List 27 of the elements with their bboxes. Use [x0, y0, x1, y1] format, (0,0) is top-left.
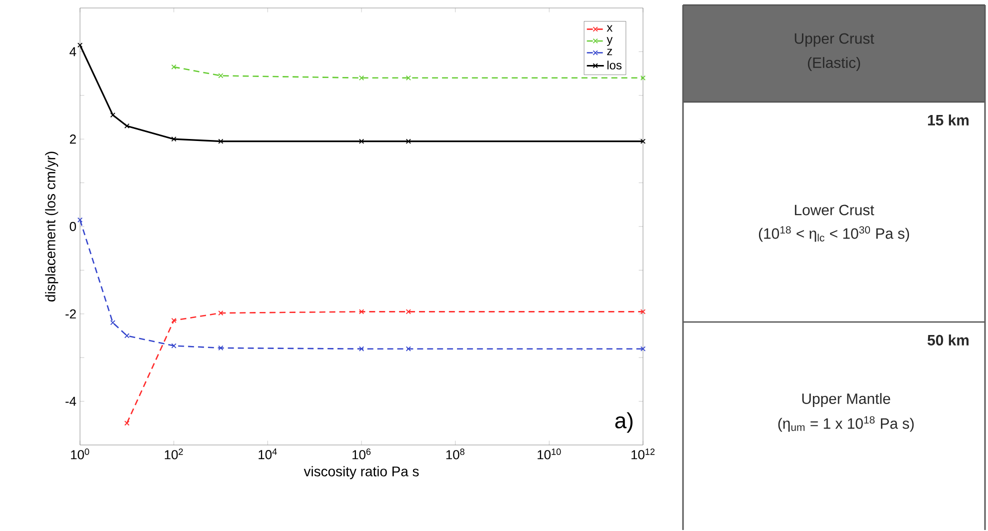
- legend-label: y: [606, 37, 613, 46]
- legend-label: los: [607, 60, 622, 70]
- category-label: Lower Crust: [794, 204, 874, 216]
- category-label: Upper Mantle: [802, 393, 890, 408]
- x-tick-label: 10$^{10}$: [538, 448, 561, 460]
- x-tick-label: 10$^{6}$: [352, 448, 371, 460]
- text: (Elastic): [808, 57, 860, 72]
- annotation: a): [615, 412, 632, 433]
- x-axis-title: viscosity ratio Pa s: [304, 466, 419, 480]
- text: (η$_{um}$ = 1 x 10$^{18}$ Pa s): [778, 416, 914, 432]
- y-tick-label: -2: [66, 309, 76, 319]
- legend-label: x: [606, 25, 612, 32]
- y-tick-label: 0: [70, 222, 76, 232]
- x-tick-label: 10$^{0}$: [71, 448, 90, 460]
- x-tick-label: 10$^{8}$: [446, 448, 464, 460]
- x-tick-label: 10$^{12}$: [632, 448, 655, 460]
- y-tick-label: 4: [70, 47, 76, 56]
- y-tick-label: -4: [66, 396, 76, 406]
- legend-label: z: [607, 48, 612, 56]
- x-tick-label: 10$^{4}$: [258, 448, 277, 460]
- x-tick-label: 10$^{2}$: [164, 448, 183, 460]
- text: 50 km: [928, 334, 969, 346]
- y-axis-title: displacement (los cm/yr): [45, 152, 58, 302]
- text: 15 km: [928, 114, 969, 126]
- y-tick-label: 2: [70, 134, 76, 144]
- text: (10$^{18}$ < η$_{lc}$ < 10$^{30}$ Pa s): [758, 226, 910, 242]
- category-label: Upper Crust: [794, 33, 874, 47]
